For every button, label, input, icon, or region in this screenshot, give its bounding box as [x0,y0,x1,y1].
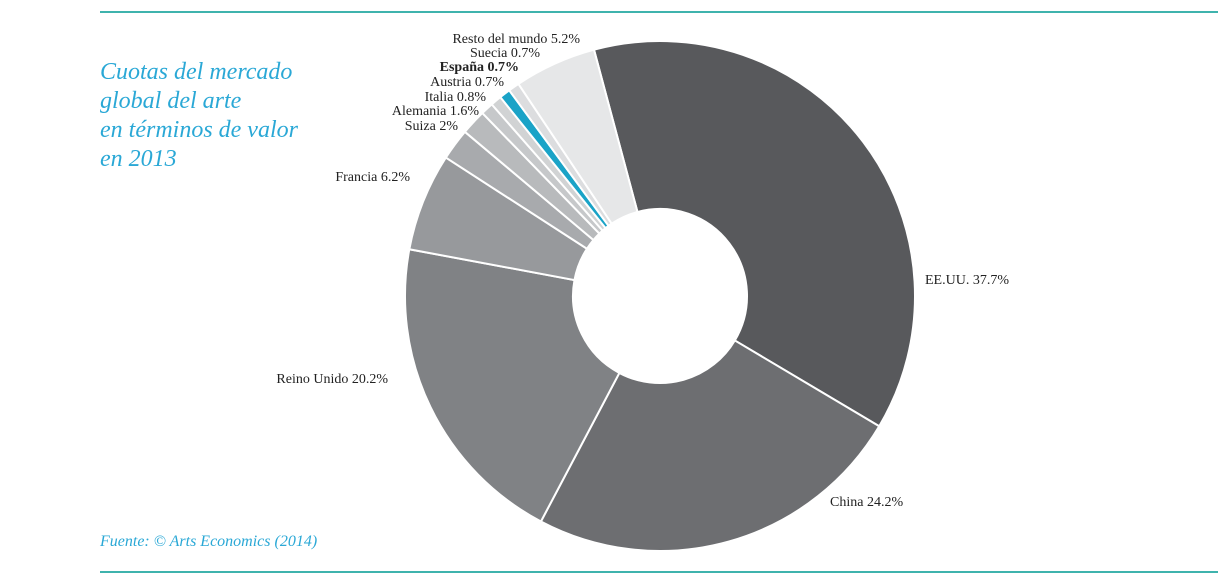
title-line: en 2013 [100,146,177,172]
top-rule [100,11,1218,13]
title-line: en términos de valor [100,117,298,143]
slice-label: Suiza 2% [405,119,459,134]
slice-label: España 0.7% [440,60,519,75]
donut-slice [539,339,881,552]
slice-labels: EE.UU. 37.7% China 24.2% Reino Unido 20.2%… [276,32,1009,510]
slice-label: Italia 0.8% [425,90,487,105]
donut-slice [592,40,916,428]
slice-label: China 24.2% [830,495,903,510]
slice-label: Francia 6.2% [335,170,410,185]
donut-slice [404,248,621,523]
slice-label: Austria 0.7% [430,75,504,90]
bottom-rule [100,571,1218,573]
title-line: global del arte [100,88,242,114]
slice-label: Alemania 1.6% [392,104,479,119]
donut-slice [517,48,639,226]
slice-label: Reino Unido 20.2% [276,372,388,387]
donut-slices [404,40,916,552]
slice-label: Resto del mundo 5.2% [452,32,580,47]
slice-label: Suecia 0.7% [470,46,540,61]
chart-title: Cuotas del mercado global del arte en té… [100,58,360,174]
source-note: Fuente: © Arts Economics (2014) [100,533,318,550]
title-line: Cuotas del mercado [100,59,293,85]
slice-label: EE.UU. 37.7% [925,273,1009,288]
